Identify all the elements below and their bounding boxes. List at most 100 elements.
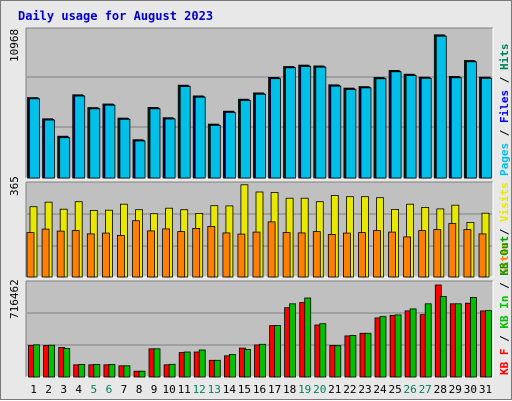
bar-visits-sites-sites-day-6 (102, 232, 110, 278)
bar-visits-sites-sites-day-7 (117, 234, 125, 278)
x-tick-label-day-1: 1 (30, 383, 37, 396)
bar-visits-sites-sites-day-18 (282, 232, 291, 278)
bar-kbytes-kb-in-day-31 (485, 310, 492, 378)
chart-panels: 10968 Pages / Files / Hits 365 Sites / Visi… (8, 27, 511, 396)
bar-kbytes-kb-in-day-5 (93, 363, 101, 378)
bar-visits-sites-sites-day-3 (56, 230, 65, 278)
legend-entry-visits-sites-1: / (498, 222, 511, 242)
bar-visits-sites-sites-day-26 (403, 236, 412, 278)
bar-hits-files-pages-pages-day-22 (345, 89, 357, 179)
bar-visits-sites-sites-day-10 (162, 228, 171, 278)
x-tick-label-day-31: 31 (479, 383, 492, 396)
x-tick-label-day-7: 7 (121, 383, 128, 396)
bar-hits-files-pages-pages-day-21 (330, 85, 342, 179)
legend-entry-kbytes-3: / (498, 276, 511, 296)
bar-hits-files-pages-pages-day-12 (194, 96, 206, 179)
bar-hits-files-pages-pages-day-26 (405, 75, 417, 179)
bar-kbytes-kb-in-day-9 (153, 348, 161, 378)
bar-hits-files-pages-pages-day-16 (255, 93, 266, 179)
bar-visits-sites-sites-day-12 (192, 227, 201, 278)
x-tick-label-day-14: 14 (223, 383, 237, 396)
x-tick-label-day-21: 21 (328, 383, 341, 396)
x-tick-label-day-30: 30 (464, 383, 477, 396)
bar-hits-files-pages-pages-day-2 (44, 119, 55, 179)
legend-hits-files-pages: Pages / Files / Hits (498, 44, 511, 177)
bar-kbytes-kb-in-day-15 (243, 348, 251, 378)
x-tick-label-day-13: 13 (208, 383, 221, 396)
bar-hits-files-pages-pages-day-30 (465, 61, 477, 179)
bar-hits-files-pages-pages-day-9 (149, 108, 161, 179)
legend-entry-hits-files-pages-1: / (498, 123, 511, 143)
bar-kbytes-kb-in-day-17 (274, 325, 282, 378)
legend-visits-sites: Sites / Visits (498, 182, 511, 275)
bar-hits-files-pages-pages-day-28 (435, 35, 447, 179)
bar-visits-sites-sites-day-29 (448, 223, 457, 278)
bar-hits-files-pages-pages-day-14 (224, 112, 236, 179)
x-tick-label-day-18: 18 (283, 383, 296, 396)
x-tick-label-day-27: 27 (419, 383, 432, 396)
bar-hits-files-pages-pages-day-20 (315, 66, 327, 179)
bar-kbytes-kb-in-day-13 (213, 359, 221, 378)
bar-hits-files-pages-pages-day-6 (104, 104, 116, 179)
bar-visits-sites-sites-day-22 (342, 232, 351, 278)
legend-entry-hits-files-pages-0: Pages (498, 143, 511, 176)
legend-entry-kbytes-0: KB F (498, 349, 511, 376)
x-tick-label-day-4: 4 (75, 383, 82, 396)
bar-kbytes-kb-in-day-19 (304, 297, 312, 378)
bar-kbytes-kb-in-day-7 (123, 365, 131, 378)
bar-kbytes-kb-in-day-30 (469, 296, 477, 378)
bar-visits-sites-sites-day-16 (252, 231, 261, 278)
y-max-label-hits-files-pages: 10968 (8, 29, 21, 62)
bar-visits-sites-sites-day-14 (222, 232, 231, 278)
bar-visits-sites-sites-day-9 (147, 230, 155, 278)
bar-visits-sites-sites-day-27 (418, 230, 427, 278)
y-max-label-visits-sites: 365 (8, 176, 21, 196)
bar-visits-sites-sites-day-5 (86, 233, 95, 278)
bar-kbytes-kb-in-day-18 (289, 303, 297, 378)
bar-kbytes-kb-in-day-11 (183, 351, 191, 378)
bar-visits-sites-sites-day-4 (71, 230, 80, 278)
x-tick-label-day-17: 17 (268, 383, 281, 396)
bar-kbytes-kb-in-day-10 (168, 363, 176, 378)
bar-visits-sites-sites-day-31 (478, 233, 487, 278)
legend-entry-kbytes-2: KB In (498, 296, 511, 329)
bar-kbytes-kb-in-day-4 (78, 363, 86, 378)
bar-hits-files-pages-pages-day-17 (270, 78, 282, 179)
x-tick-label-day-6: 6 (106, 383, 113, 396)
legend-entry-hits-files-pages-4: Hits (498, 44, 511, 71)
bar-kbytes-kb-in-day-25 (394, 314, 402, 378)
bar-hits-files-pages-pages-day-5 (89, 108, 101, 179)
legend-entry-visits-sites-2: Visits (498, 182, 511, 222)
bar-kbytes-kb-in-day-21 (334, 345, 342, 378)
bar-kbytes-kb-in-day-12 (198, 349, 206, 378)
x-tick-label-day-28: 28 (434, 383, 447, 396)
bar-kbytes-kb-in-day-26 (409, 308, 417, 378)
bar-hits-files-pages-pages-day-10 (164, 118, 176, 179)
bar-visits-sites-sites-day-19 (297, 232, 306, 278)
bar-kbytes-kb-in-day-20 (319, 323, 327, 378)
bar-kbytes-kb-in-day-3 (63, 347, 71, 378)
bar-hits-files-pages-pages-day-4 (74, 95, 86, 179)
x-tick-label-day-11: 11 (178, 383, 191, 396)
bar-kbytes-kb-in-day-1 (33, 344, 40, 378)
x-tick-label-day-9: 9 (151, 383, 158, 396)
bar-visits-sites-sites-day-23 (358, 232, 366, 278)
x-tick-label-day-15: 15 (238, 383, 251, 396)
bar-visits-sites-sites-day-11 (177, 231, 186, 278)
bar-kbytes-kb-in-day-14 (228, 353, 236, 378)
bar-kbytes-kb-in-day-22 (349, 335, 357, 378)
x-tick-label-day-26: 26 (403, 383, 416, 396)
x-tick-label-day-2: 2 (45, 383, 52, 396)
bar-hits-files-pages-pages-day-1 (29, 98, 40, 179)
bar-hits-files-pages-pages-day-24 (375, 78, 387, 179)
bar-visits-sites-sites-day-1 (26, 232, 35, 278)
bar-visits-sites-sites-day-13 (207, 225, 216, 278)
bar-visits-sites-sites-day-15 (237, 233, 246, 278)
chart-title: Daily usage for August 2023 (18, 9, 213, 23)
bar-hits-files-pages-pages-day-7 (119, 118, 131, 179)
bar-visits-sites-sites-day-28 (433, 229, 442, 278)
x-tick-label-day-22: 22 (343, 383, 356, 396)
bar-kbytes-kb-in-day-8 (138, 370, 146, 378)
x-tick-label-day-5: 5 (90, 383, 97, 396)
bar-visits-sites-sites-day-2 (41, 228, 50, 278)
